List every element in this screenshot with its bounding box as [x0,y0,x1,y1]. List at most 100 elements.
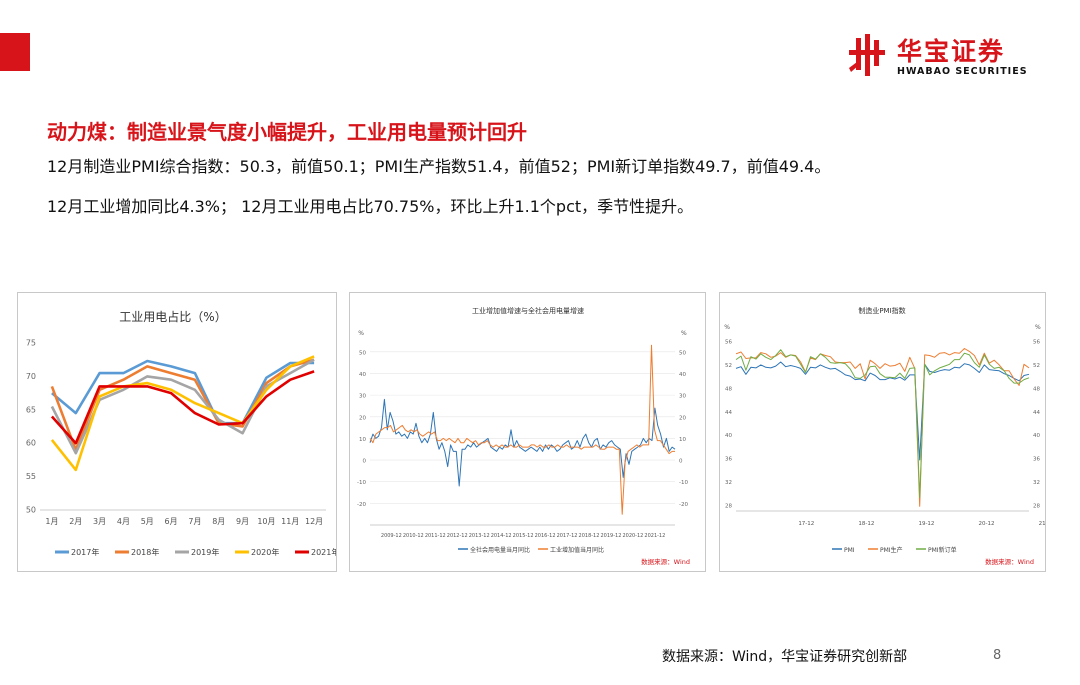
y-tick-label-right: 36 [1033,457,1040,463]
y-tick-label: 52 [725,363,732,369]
y-tick-label: 36 [725,457,732,463]
legend-label: PMI [844,547,855,554]
company-logo: 华宝证券 HWABAO SECURITIES [845,32,1045,82]
chart-manufacturing-pmi: 制造业PMI指数%% 28 28 32 32 36 36 40 40 44 44 48 48 52 52 56… [719,292,1046,572]
series-line-PMI新订单 [735,349,1030,498]
y-tick-label-right: 0 [679,459,683,465]
chart-source-note: 数据来源：Wind [985,557,1034,566]
y-tick-label: 32 [725,480,732,486]
x-tick-label: 19-12 [918,521,934,527]
x-tick-label: 2010-12 [403,533,424,539]
x-tick-label: 2017-12 [557,533,578,539]
y-tick-label: 30 [359,394,366,400]
x-tick-label: 1月 [45,517,58,526]
x-tick-label: 2009-12 [381,533,402,539]
x-tick-label: 9月 [236,517,249,526]
legend-label: 工业增加值当月同比 [550,546,604,554]
legend-label: 全社会用电量当月同比 [470,546,530,554]
y-tick-label-right: 40 [679,372,686,378]
logo-mark-icon [849,34,885,76]
y-tick-label: 70 [26,372,36,381]
y-unit-right: % [681,330,687,337]
y-tick-label-right: 28 [1033,504,1040,510]
x-tick-label: 2月 [69,517,82,526]
series-line-工业增加值当月同比 [369,344,675,515]
series-line-PMI [735,361,1030,461]
series-line-全社会用电量当月同比 [369,398,676,487]
x-tick-label: 2020-12 [622,533,643,539]
chart-title: 制造业PMI指数 [858,306,905,315]
legend-label: 2020年 [251,547,279,557]
x-tick-label: 2018-12 [579,533,600,539]
y-tick-label-right: 56 [1033,339,1040,345]
x-tick-label: 5月 [141,517,154,526]
series-line-2020年 [50,355,315,472]
x-tick-label: 21-12 [1039,521,1045,527]
x-tick-label: 6月 [165,517,178,526]
x-tick-label: 2021-12 [644,533,665,539]
y-tick-label-right: 32 [1033,480,1040,486]
legend-label: 2017年 [71,547,99,557]
x-tick-label: 10月 [257,517,275,526]
chart-title: 工业增加值增速与全社会用电量增速 [472,306,584,315]
y-tick-label: -10 [357,480,366,486]
y-tick-label: 50 [359,350,366,356]
chart-industrial-power-share-svg: 工业用电占比（%） 50 55 60 65 70 75 1月 2月 3月 4月 5月 6月 7月 8月 9月 1… [26,309,336,557]
series-line-2021年 [50,370,315,445]
y-tick-label-right: -20 [679,502,688,508]
y-tick-label-right: 50 [679,350,686,356]
x-tick-label: 2015-12 [513,533,534,539]
y-tick-label-right: 52 [1033,363,1040,369]
y-tick-label-right: -10 [679,480,688,486]
chart-title: 工业用电占比（%） [119,309,226,324]
legend-label: 2018年 [131,547,159,557]
x-tick-label: 2016-12 [535,533,556,539]
x-tick-label: 11月 [281,517,299,526]
x-tick-label: 2014-12 [491,533,512,539]
y-tick-label: -20 [357,502,366,508]
x-tick-label: 2019-12 [600,533,621,539]
y-tick-label-right: 48 [1033,386,1040,392]
y-unit-left: % [358,330,364,337]
chart-source-note: 数据来源：Wind [641,557,690,566]
summary-line-industry: 12月工业增加同比4.3%； 12月工业用电占比70.75%，环比上升1.1个p… [47,197,694,216]
series-line-2017年 [51,359,315,425]
series-line-2018年 [50,358,315,452]
y-tick-label: 56 [725,339,732,345]
x-tick-label: 2012-12 [447,533,468,539]
chart-industrial-power-share: 工业用电占比（%） 50 55 60 65 70 75 1月 2月 3月 4月 5月 6月 7月 8月 9月 1… [17,292,337,572]
x-tick-label: 12月 [305,517,323,526]
y-tick-label: 55 [26,472,36,481]
x-tick-label: 3月 [93,517,106,526]
slide-headline: 动力煤：制造业景气度小幅提升，工业用电量预计回升 [47,120,527,144]
legend-label: 2019年 [191,547,219,557]
y-tick-label: 50 [26,506,36,515]
y-tick-label: 65 [26,405,36,414]
header-accent-bar [0,33,30,71]
x-tick-label: 2013-12 [469,533,490,539]
legend-label: PMI新订单 [928,546,957,554]
page-number: 8 [993,648,1002,663]
y-tick-label-right: 20 [679,415,686,421]
logo-chinese-name: 华宝证券 [897,37,1006,66]
y-tick-label: 75 [26,339,36,348]
summary-line-pmi: 12月制造业PMI综合指数：50.3，前值50.1；PMI生产指数51.4，前值… [47,157,831,176]
y-tick-label: 20 [359,415,366,421]
x-tick-label: 8月 [212,517,225,526]
y-tick-label: 44 [725,410,732,416]
logo-english-name: HWABAO SECURITIES [897,66,1028,77]
y-tick-label-right: 44 [1033,410,1040,416]
legend-label: 2021年 [311,547,336,557]
data-source-footer: 数据来源：Wind，华宝证券研究创新部 [662,649,908,665]
x-tick-label: 2011-12 [425,533,446,539]
x-tick-label: 17-12 [798,521,814,527]
y-unit-left: % [724,324,730,331]
y-tick-label: 40 [725,433,732,439]
x-tick-label: 4月 [117,517,130,526]
x-tick-label: 7月 [188,517,201,526]
chart-industry-vs-power-growth: 工业增加值增速与全社会用电量增速%% -20 -20 -10 -10 0 0 10 10 20 20… [349,292,706,572]
y-tick-label: 10 [359,437,366,443]
y-tick-label: 60 [26,439,36,448]
legend-label: PMI生产 [880,546,903,554]
